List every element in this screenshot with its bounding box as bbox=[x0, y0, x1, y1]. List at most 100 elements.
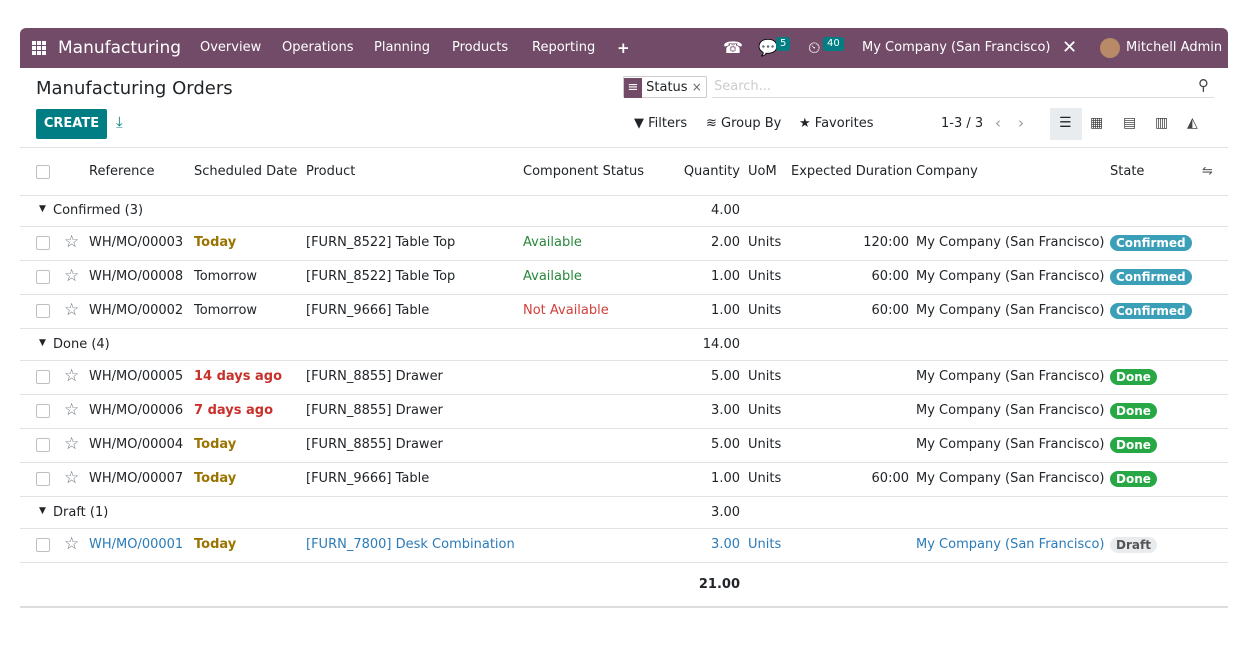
facet-label: Status bbox=[646, 80, 688, 95]
download-icon[interactable]: ⤓ bbox=[116, 113, 123, 131]
row-checkbox[interactable] bbox=[36, 538, 50, 552]
menu-item[interactable]: Operations bbox=[282, 40, 354, 55]
calendar-view-icon[interactable]: ▤ bbox=[1123, 115, 1137, 131]
column-header[interactable]: Component Status bbox=[523, 164, 645, 179]
apps-icon[interactable] bbox=[32, 41, 46, 55]
column-header[interactable]: Company bbox=[916, 164, 978, 179]
filters-button[interactable]: ▼ Filters bbox=[634, 116, 688, 131]
row-checkbox[interactable] bbox=[36, 404, 50, 418]
pager-prev[interactable]: ‹ bbox=[995, 114, 1001, 132]
group-name[interactable]: Done (4) bbox=[53, 337, 110, 352]
search-icon[interactable]: ⚲ bbox=[1198, 76, 1209, 94]
app-name[interactable]: Manufacturing bbox=[58, 38, 182, 58]
column-header[interactable]: Product bbox=[306, 164, 356, 179]
messages-icon[interactable]: 💬 bbox=[758, 38, 778, 57]
row-checkbox[interactable] bbox=[36, 438, 50, 452]
company-switcher[interactable]: My Company (San Francisco) bbox=[862, 40, 1051, 55]
state-badge: Done bbox=[1110, 471, 1157, 487]
group-name[interactable]: Confirmed (3) bbox=[53, 203, 144, 218]
debug-icon[interactable]: ✕ bbox=[1062, 37, 1078, 58]
row-checkbox[interactable] bbox=[36, 236, 50, 250]
avatar[interactable] bbox=[1100, 38, 1120, 58]
column-header[interactable]: Reference bbox=[89, 164, 155, 179]
component-status: Available bbox=[523, 235, 582, 250]
row-checkbox[interactable] bbox=[36, 472, 50, 486]
expected-duration: 60:00 bbox=[871, 303, 909, 318]
search-input[interactable]: Search... bbox=[712, 77, 1214, 98]
product: [FURN_9666] Table bbox=[306, 303, 430, 318]
column-header[interactable]: Expected Duration bbox=[791, 164, 913, 179]
reference[interactable]: WH/MO/00006 bbox=[89, 403, 184, 418]
pager-next[interactable]: › bbox=[1018, 114, 1024, 132]
reference[interactable]: WH/MO/00001 bbox=[89, 537, 184, 552]
reference[interactable]: WH/MO/00008 bbox=[89, 269, 184, 284]
expected-duration: 120:00 bbox=[863, 235, 909, 250]
group-toggle[interactable]: ▼ bbox=[39, 204, 46, 214]
uom: Units bbox=[748, 369, 782, 384]
column-header[interactable]: UoM bbox=[748, 164, 777, 179]
favorite-star[interactable]: ☆ bbox=[64, 400, 80, 420]
group-toggle[interactable]: ▼ bbox=[39, 506, 46, 516]
reference[interactable]: WH/MO/00002 bbox=[89, 303, 184, 318]
state-badge: Confirmed bbox=[1110, 269, 1192, 285]
favorite-star[interactable]: ☆ bbox=[64, 534, 80, 554]
list-view-icon[interactable]: ☰ bbox=[1059, 115, 1072, 131]
favorite-star[interactable]: ☆ bbox=[64, 468, 80, 488]
reference[interactable]: WH/MO/00003 bbox=[89, 235, 184, 250]
row-checkbox[interactable] bbox=[36, 370, 50, 384]
expected-duration: 60:00 bbox=[871, 471, 909, 486]
product: [FURN_8855] Drawer bbox=[306, 403, 443, 418]
menu-item[interactable]: Planning bbox=[374, 40, 430, 55]
column-header[interactable]: Scheduled Date bbox=[194, 164, 298, 179]
group-by-button[interactable]: ≋ Group By bbox=[706, 116, 782, 131]
component-status: Not Available bbox=[523, 303, 609, 318]
optional-columns-icon[interactable]: ⇋ bbox=[1202, 164, 1213, 179]
pager: 1-3 / 3 bbox=[941, 116, 984, 131]
product: [FURN_8522] Table Top bbox=[306, 269, 456, 284]
user-menu[interactable]: Mitchell Admin bbox=[1126, 40, 1223, 55]
company: My Company (San Francisco) bbox=[916, 471, 1105, 486]
row-checkbox[interactable] bbox=[36, 304, 50, 318]
favorites-button[interactable]: ★ Favorites bbox=[799, 116, 874, 131]
company: My Company (San Francisco) bbox=[916, 369, 1105, 384]
company: My Company (San Francisco) bbox=[916, 303, 1105, 318]
graph-view-icon[interactable]: ◭ bbox=[1187, 115, 1198, 131]
activities-icon[interactable]: ⏲ bbox=[808, 38, 821, 57]
quantity: 5.00 bbox=[711, 369, 740, 384]
uom: Units bbox=[748, 403, 782, 418]
facet-remove[interactable]: × bbox=[691, 80, 702, 94]
reference[interactable]: WH/MO/00005 bbox=[89, 369, 184, 384]
header-border bbox=[20, 195, 1228, 196]
favorite-star[interactable]: ☆ bbox=[64, 366, 80, 386]
group-name[interactable]: Draft (1) bbox=[53, 505, 109, 520]
column-header[interactable]: Quantity bbox=[683, 164, 740, 179]
menu-item[interactable]: Reporting bbox=[532, 40, 596, 55]
scheduled-date: Tomorrow bbox=[194, 269, 258, 284]
create-button[interactable]: CREATE bbox=[36, 109, 107, 139]
menu-item[interactable]: Products bbox=[452, 40, 509, 55]
column-header[interactable]: State bbox=[1110, 164, 1145, 179]
favorite-star[interactable]: ☆ bbox=[64, 232, 80, 252]
favorite-star[interactable]: ☆ bbox=[64, 266, 80, 286]
row-border bbox=[20, 528, 1228, 529]
favorite-star[interactable]: ☆ bbox=[64, 300, 80, 320]
state: Done bbox=[1110, 469, 1157, 490]
pivot-view-icon[interactable]: ▥ bbox=[1155, 115, 1169, 131]
search-facet: ≡ Status × bbox=[623, 76, 707, 98]
menu-item[interactable]: Overview bbox=[200, 40, 262, 55]
kanban-view-icon[interactable]: ▦ bbox=[1090, 115, 1104, 131]
reference[interactable]: WH/MO/00004 bbox=[89, 437, 184, 452]
messages-badge: 5 bbox=[776, 37, 791, 51]
phone-icon[interactable]: ☎ bbox=[723, 38, 743, 57]
company: My Company (San Francisco) bbox=[916, 235, 1105, 250]
uom: Units bbox=[748, 303, 782, 318]
component-status: Available bbox=[523, 269, 582, 284]
row-checkbox[interactable] bbox=[36, 270, 50, 284]
group-toggle[interactable]: ▼ bbox=[39, 338, 46, 348]
menu-item[interactable]: + bbox=[617, 39, 630, 57]
favorite-star[interactable]: ☆ bbox=[64, 434, 80, 454]
header-checkbox[interactable] bbox=[36, 165, 50, 179]
list-view-active[interactable] bbox=[1050, 108, 1082, 140]
reference[interactable]: WH/MO/00007 bbox=[89, 471, 184, 486]
